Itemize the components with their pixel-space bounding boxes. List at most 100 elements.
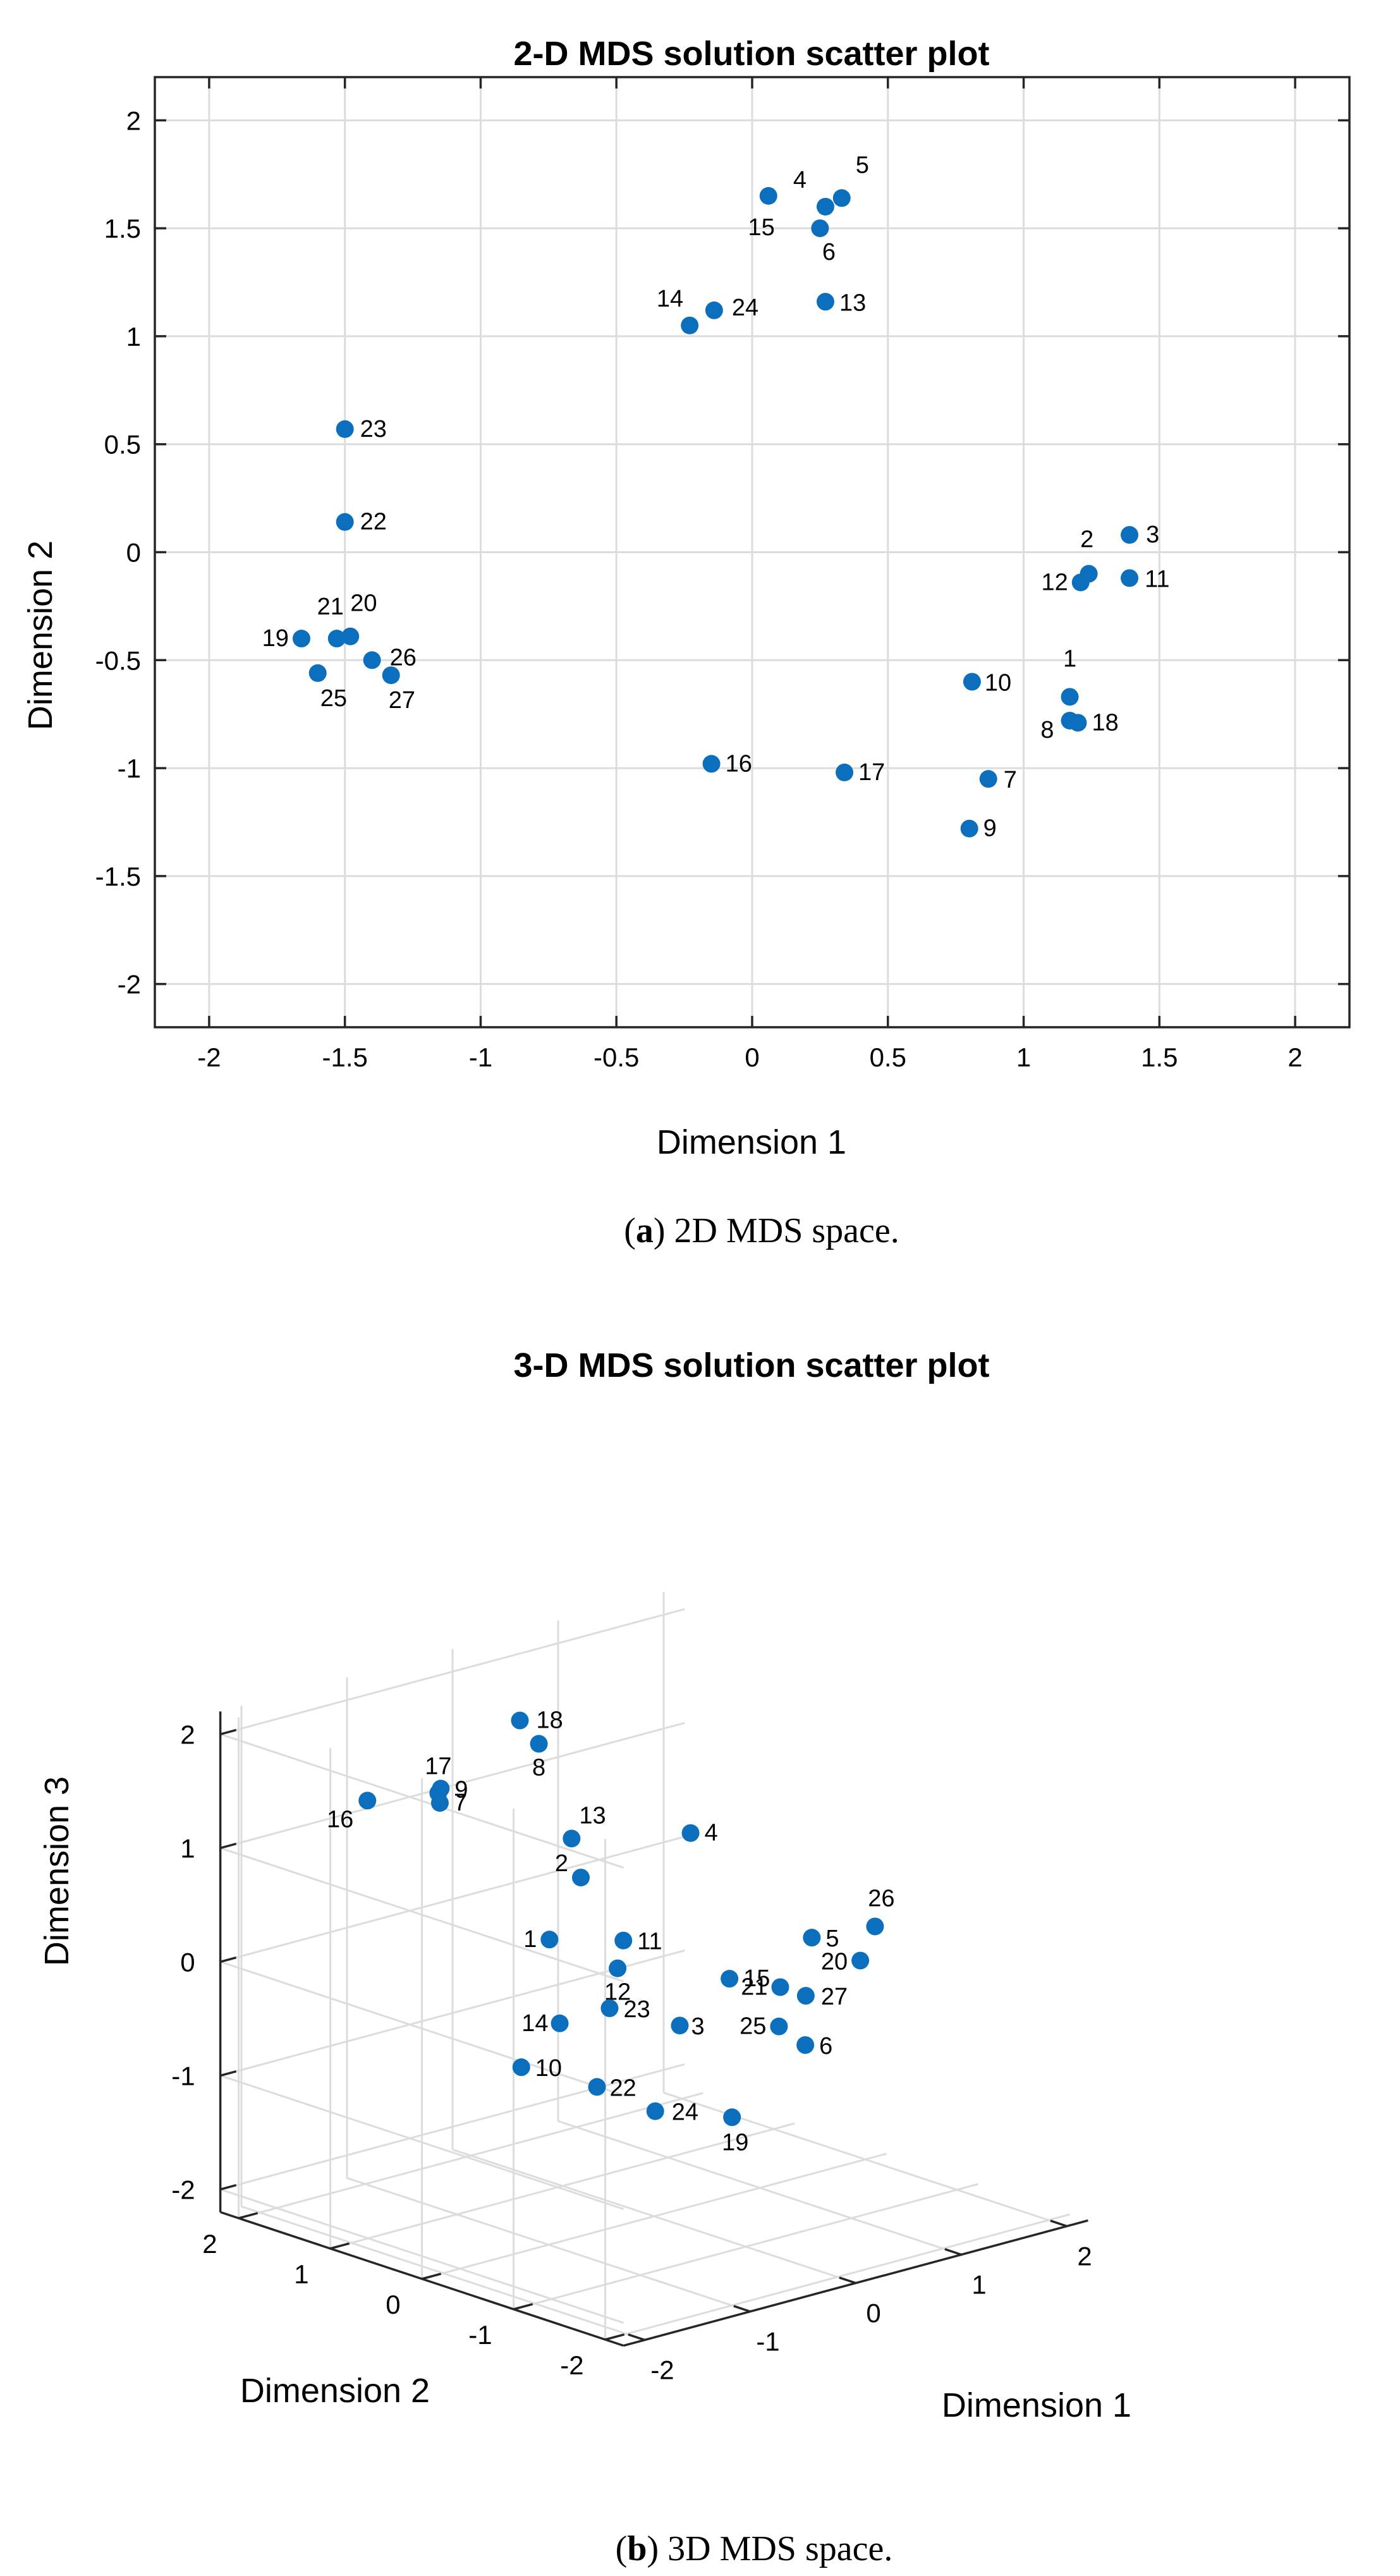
point-3d-label: 18 (537, 1707, 563, 1734)
x-tick-label: 0.5 (870, 1042, 906, 1072)
x-tick-label: 1.5 (1141, 1042, 1178, 1072)
point-2d-4 (816, 197, 834, 216)
caption-b: (b) 3D MDS space. (616, 2529, 893, 2568)
point-3d-8 (530, 1735, 548, 1753)
chart-2d-y-axis-label: Dimension 2 (21, 540, 59, 730)
y-tick-label: 1 (294, 2259, 308, 2289)
grid-wall-y-z (220, 1835, 685, 1963)
z-tick-mark (220, 1956, 237, 1963)
point-3d-label: 16 (327, 1806, 353, 1833)
grid-wall-x-z (220, 1847, 624, 1983)
y-tick-label: -1.5 (95, 862, 141, 891)
point-2d-label: 18 (1092, 709, 1118, 736)
point-2d-9 (960, 819, 978, 838)
grid-wall-x-z (220, 1733, 624, 1869)
chart-3d: 3-D MDS solution scatter plot -2 -2 -2 -1 -1… (38, 1346, 1131, 2568)
point-3d-label: 1 (523, 1926, 537, 1953)
y-tick-label: -0.5 (95, 645, 141, 675)
x-tick-label: -2 (650, 2355, 674, 2385)
caption-b-letter: b (627, 2529, 647, 2568)
grid-wall-y-z (220, 1608, 685, 1735)
point-2d-label: 5 (856, 152, 869, 178)
y-tick-mark (513, 2303, 533, 2310)
point-3d-label: 15 (743, 1965, 770, 1992)
y-tick-mark (422, 2273, 442, 2280)
x-tick-label: 1 (1016, 1042, 1031, 1072)
point-2d-10 (963, 673, 981, 691)
x-tick-label: 2 (1077, 2242, 1092, 2271)
point-2d-label: 7 (1004, 767, 1017, 793)
point-2d-label: 12 (1041, 569, 1068, 595)
point-2d-23 (336, 420, 354, 438)
y-tick-label: -2 (560, 2350, 583, 2380)
chart-3d-grid (219, 1592, 1070, 2341)
y-tick-label: -1 (118, 754, 141, 783)
point-2d-3 (1121, 526, 1139, 544)
point-3d-label: 25 (740, 2013, 766, 2040)
point-3d-17 (429, 1784, 447, 1802)
point-2d-17 (836, 763, 854, 781)
x-tick-label: 2 (1287, 1042, 1302, 1072)
point-3d-label: 13 (579, 1802, 606, 1829)
point-2d-label: 15 (748, 214, 774, 241)
point-2d-label: 25 (320, 685, 347, 712)
chart-2d-x-axis-label: Dimension 1 (657, 1123, 846, 1161)
z-tick-mark (220, 2070, 237, 2077)
y-tick-label: -1 (468, 2320, 492, 2350)
point-3d-label: 17 (425, 1753, 451, 1779)
grid-wall-y-z (220, 1721, 685, 1849)
point-2d-label: 23 (360, 416, 387, 443)
grid-floor-x (663, 2091, 1068, 2228)
point-3d-6 (796, 2036, 815, 2054)
point-2d-13 (816, 293, 834, 311)
point-2d-12 (1071, 573, 1090, 592)
point-3d-12 (609, 1959, 627, 1977)
y-tick-mark (605, 2333, 625, 2341)
point-2d-label: 27 (389, 687, 415, 714)
caption-b-text: ) 3D MDS space. (647, 2529, 892, 2568)
point-2d-label: 6 (822, 239, 836, 266)
z-tick-label: 2 (180, 1719, 195, 1749)
point-3d-label: 10 (535, 2055, 562, 2082)
grid-floor-y (422, 2152, 887, 2280)
x-tick-label: -1.5 (322, 1042, 367, 1072)
point-2d-11 (1121, 569, 1139, 587)
point-3d-1 (540, 1931, 559, 1949)
point-3d-15 (721, 1970, 739, 1988)
point-3d-label: 2 (555, 1850, 568, 1877)
caption-a: (a) 2D MDS space. (624, 1211, 899, 1250)
x-tick-label: -1 (469, 1042, 492, 1072)
point-3d-23 (600, 1999, 619, 2017)
point-2d-label: 4 (793, 167, 807, 193)
point-2d-label: 14 (657, 286, 683, 312)
x-tick-label: -0.5 (593, 1042, 639, 1072)
point-3d-label: 24 (672, 2099, 698, 2126)
x-tick-mark (733, 2305, 751, 2313)
y-tick-label: 2 (202, 2229, 217, 2259)
point-3d-label: 23 (623, 1996, 650, 2023)
y-tick-label: 1.5 (104, 214, 141, 243)
point-2d-label: 16 (726, 750, 752, 777)
z-tick-mark (220, 1728, 237, 1736)
point-2d-27 (382, 666, 400, 685)
z-tick-label: 0 (180, 1947, 195, 1977)
x-tick-label: 1 (971, 2270, 986, 2300)
point-3d-label: 3 (691, 2013, 704, 2040)
point-2d-label: 13 (839, 290, 866, 316)
z-tick-label: -1 (171, 2061, 195, 2091)
y-tick-label: 0 (126, 538, 141, 568)
y-tick-mark (238, 2212, 259, 2219)
grid-wall-x-z (220, 1960, 624, 2097)
point-3d-4 (681, 1824, 700, 1842)
z-tick-label: 1 (180, 1833, 195, 1863)
chart-3d-points: 1234567891011121314151617181920212223242… (327, 1707, 895, 2156)
x-tick-mark (1050, 2219, 1068, 2228)
chart-2d-ticks: -2 -1.5 -1 -0.5 0 0.5 1 1.5 2 -2 -1.5 -1 -0.5 0 0.5 1 1.… (95, 77, 1349, 1072)
chart-2d-title: 2-D MDS solution scatter plot (513, 35, 989, 73)
point-3d-14 (551, 2014, 569, 2032)
point-3d-label: 6 (819, 2033, 832, 2060)
point-2d-7 (979, 770, 997, 788)
point-2d-label: 1 (1063, 645, 1076, 672)
y-tick-label: 0 (386, 2290, 400, 2319)
